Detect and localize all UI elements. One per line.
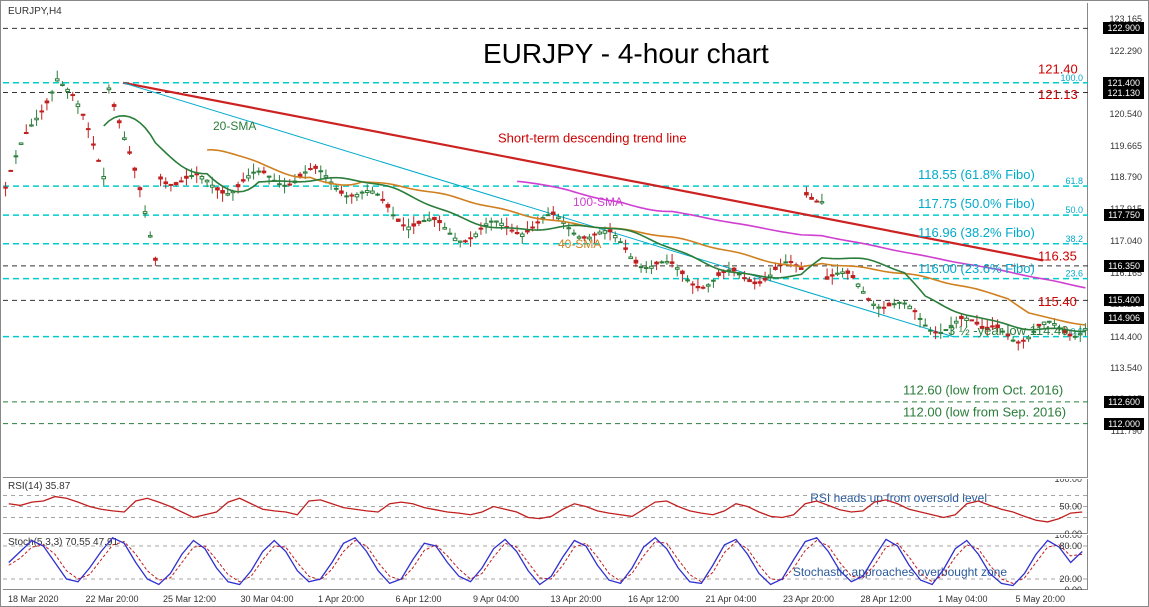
- svg-text:38.2: 38.2: [1065, 234, 1083, 244]
- stoch-panel[interactable]: Stoch(5,3,3) 70.55 47.91 Stochastic appr…: [3, 535, 1088, 590]
- svg-text:3 ½ -year low 114.40: 3 ½ -year low 114.40: [948, 323, 1068, 338]
- svg-text:121.40: 121.40: [1038, 62, 1078, 77]
- svg-text:40-SMA: 40-SMA: [558, 237, 601, 251]
- svg-text:50.00: 50.00: [1059, 502, 1082, 512]
- x-tick: 9 Apr 04:00: [473, 594, 519, 604]
- rsi-label: RSI(14) 35.87: [8, 481, 70, 492]
- price-box: 116.350: [1104, 260, 1144, 272]
- y-tick: 119.665: [1110, 141, 1142, 151]
- x-tick: 23 Apr 20:00: [783, 594, 834, 604]
- svg-text:80.00: 80.00: [1059, 541, 1082, 551]
- y-tick: 120.540: [1109, 109, 1142, 119]
- x-tick: 16 Apr 12:00: [628, 594, 679, 604]
- svg-text:20.00: 20.00: [1059, 574, 1082, 584]
- svg-text:100.0: 100.0: [1060, 73, 1083, 83]
- price-box: 117.750: [1104, 209, 1144, 221]
- stoch-svg: 0.0020.00 80.00100.00: [3, 535, 1088, 590]
- rsi-annotation: RSI heads up from oversold level: [810, 491, 987, 505]
- x-tick: 28 Apr 12:00: [861, 594, 912, 604]
- rsi-panel[interactable]: RSI(14) 35.87 RSI heads up from oversold…: [3, 479, 1088, 534]
- price-box: 122.900: [1103, 22, 1144, 34]
- svg-text:20-SMA: 20-SMA: [213, 119, 256, 133]
- x-tick: 30 Mar 04:00: [241, 594, 294, 604]
- main-chart-svg: 100.0 61.8 50.0 38.2 23.6 0.0 121.40 121.13 Shor…: [3, 3, 1088, 478]
- svg-text:112.60 (low from Oct. 2016): 112.60 (low from Oct. 2016): [903, 383, 1063, 398]
- x-tick: 6 Apr 12:00: [396, 594, 442, 604]
- price-box: 115.400: [1104, 294, 1144, 306]
- x-tick: 1 May 04:00: [938, 594, 988, 604]
- chart-title: EURJPY - 4-hour chart: [483, 38, 769, 70]
- svg-text:116.00 (23.6% Fibo): 116.00 (23.6% Fibo): [918, 261, 1035, 276]
- x-tick: 25 Mar 12:00: [163, 594, 216, 604]
- x-tick: 5 May 20:00: [1016, 594, 1066, 604]
- symbol-label: EURJPY,H4: [8, 6, 62, 17]
- svg-text:23.6: 23.6: [1065, 269, 1083, 279]
- svg-text:112.00 (low from Sep. 2016): 112.00 (low from Sep. 2016): [903, 404, 1066, 419]
- rsi-svg: 0.00 50.00 100.00: [3, 479, 1088, 534]
- x-tick: 22 Mar 20:00: [86, 594, 139, 604]
- svg-text:0.0: 0.0: [1070, 327, 1083, 337]
- stoch-label: Stoch(5,3,3) 70.55 47.91: [8, 537, 118, 548]
- y-tick: 118.790: [1110, 172, 1142, 182]
- price-box: 112.000: [1104, 418, 1144, 430]
- price-box: 121.130: [1103, 87, 1144, 99]
- svg-text:100-SMA: 100-SMA: [573, 195, 623, 209]
- main-price-chart[interactable]: EURJPY,H4 EURJPY - 4-hour chart 100.0 61.…: [3, 3, 1088, 478]
- chart-container: EURJPY,H4 EURJPY - 4-hour chart 100.0 61.…: [0, 0, 1149, 607]
- y-tick: 122.290: [1109, 46, 1142, 56]
- svg-text:117.75 (50.0% Fibo): 117.75 (50.0% Fibo): [918, 196, 1035, 211]
- x-tick: 21 Apr 04:00: [706, 594, 757, 604]
- svg-text:100.00: 100.00: [1054, 479, 1082, 484]
- svg-text:61.8: 61.8: [1065, 176, 1083, 186]
- x-tick: 1 Apr 20:00: [318, 594, 364, 604]
- y-axis: 123.165122.290121.400120.540119.665118.7…: [1086, 3, 1146, 478]
- x-axis: 18 Mar 2020 22 Mar 20:00 25 Mar 12:00 30 Ma…: [3, 591, 1088, 606]
- svg-text:121.13: 121.13: [1038, 87, 1078, 102]
- svg-text:Short-term descending trend li: Short-term descending trend line: [498, 131, 687, 146]
- x-tick: 13 Apr 20:00: [551, 594, 602, 604]
- x-tick: 18 Mar 2020: [8, 594, 59, 604]
- svg-text:0.00: 0.00: [1064, 585, 1082, 590]
- svg-text:116.35: 116.35: [1038, 248, 1077, 263]
- y-tick: 113.540: [1110, 363, 1142, 373]
- svg-text:118.55 (61.8% Fibo): 118.55 (61.8% Fibo): [918, 167, 1035, 182]
- svg-text:50.0: 50.0: [1065, 205, 1083, 215]
- svg-text:0.00: 0.00: [1064, 529, 1082, 534]
- price-box: 112.600: [1104, 396, 1144, 408]
- svg-text:116.96 (38.2% Fibo): 116.96 (38.2% Fibo): [918, 225, 1035, 240]
- price-box: 114.906: [1104, 312, 1144, 324]
- stoch-annotation: Stochastic approaches overbought zone: [793, 565, 1007, 579]
- y-tick: 117.040: [1110, 236, 1142, 246]
- svg-text:100.00: 100.00: [1054, 535, 1082, 540]
- svg-text:115.40: 115.40: [1038, 294, 1077, 309]
- y-tick: 114.400: [1110, 332, 1142, 342]
